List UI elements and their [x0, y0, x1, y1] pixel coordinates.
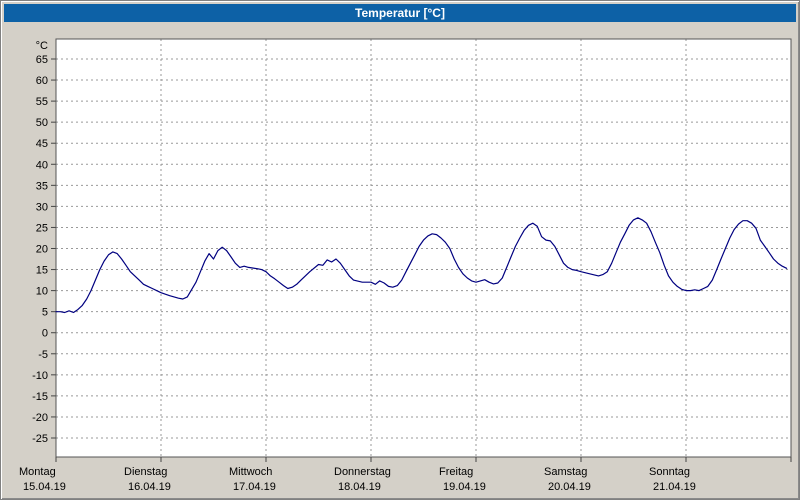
plot-border	[55, 38, 792, 458]
window-title: Temperatur [°C]	[355, 6, 445, 20]
x-date-label: 18.04.19	[338, 481, 381, 493]
x-day-label: Sonntag	[649, 466, 690, 478]
y-tick-label: 20	[36, 244, 48, 256]
y-tick-label: 10	[36, 286, 48, 298]
y-tick-label: 30	[36, 201, 48, 213]
x-date-label: 19.04.19	[443, 481, 486, 493]
y-tick-label: 25	[36, 222, 48, 234]
y-tick-label: 50	[36, 117, 48, 129]
x-day-label: Dienstag	[124, 466, 167, 478]
y-tick-label: 60	[36, 75, 48, 87]
y-tick-label: 35	[36, 180, 48, 192]
window-titlebar: Temperatur [°C]	[4, 4, 796, 22]
temperature-line	[55, 217, 788, 314]
y-tick-label: 15	[36, 265, 48, 277]
x-date-label: 21.04.19	[653, 481, 696, 493]
x-date-label: 16.04.19	[128, 481, 171, 493]
y-axis-unit-label: °C	[36, 40, 48, 52]
plot-background	[56, 39, 791, 457]
y-tick-label: -20	[32, 412, 48, 424]
y-tick-label: 40	[36, 159, 48, 171]
y-tick-label: 5	[42, 307, 48, 319]
x-day-label: Samstag	[544, 466, 587, 478]
x-day-label: Mittwoch	[229, 466, 272, 478]
y-tick-label: -15	[32, 391, 48, 403]
x-day-label: Donnerstag	[334, 466, 391, 478]
y-tick-label: 65	[36, 54, 48, 66]
x-day-label: Freitag	[439, 466, 473, 478]
x-date-label: 15.04.19	[23, 481, 66, 493]
x-date-label: 17.04.19	[233, 481, 276, 493]
y-tick-label: -10	[32, 370, 48, 382]
y-tick-label: 45	[36, 138, 48, 150]
x-day-label: Montag	[19, 466, 56, 478]
y-tick-label: -25	[32, 433, 48, 445]
x-date-label: 20.04.19	[548, 481, 591, 493]
y-tick-label: 0	[42, 328, 48, 340]
y-tick-label: 55	[36, 96, 48, 108]
y-tick-label: -5	[38, 349, 48, 361]
